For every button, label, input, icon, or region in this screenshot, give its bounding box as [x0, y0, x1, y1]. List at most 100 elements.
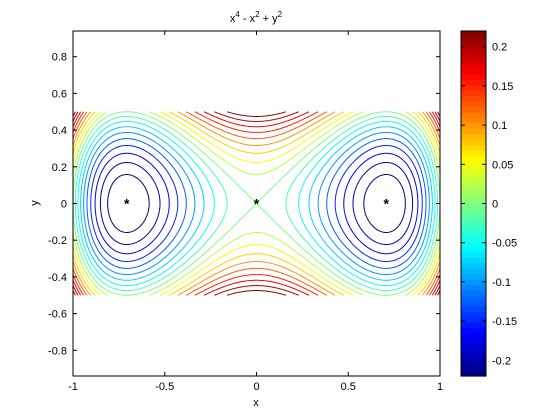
colorbar-segment [461, 235, 486, 242]
contour-level-3 [90, 144, 423, 263]
contour-level-8 [74, 115, 439, 292]
colorbar-segment [461, 359, 486, 366]
contour-level-0 [107, 174, 406, 233]
colorbar-segment [461, 79, 486, 86]
contour-level-11 [73, 111, 440, 296]
colorbar-segment [461, 316, 486, 323]
y-tick-label: 0.4 [52, 125, 67, 137]
colorbar-segment [461, 219, 486, 226]
contour-level-10 [73, 111, 440, 296]
chart-title: x4 - x2 + y2 [230, 10, 283, 25]
colorbar-segment [461, 117, 486, 124]
contour-level-16 [73, 111, 440, 296]
colorbar-segment [461, 122, 486, 129]
y-tick-label: -0.2 [48, 235, 67, 247]
colorbar-segment [461, 354, 486, 361]
colorbar-tick-label: -0.1 [492, 277, 511, 289]
colorbar-tick-label: 0.05 [492, 159, 513, 171]
y-tick-label: 0.2 [52, 162, 67, 174]
colorbar-segment [461, 284, 486, 291]
critical-point-0: * [124, 196, 130, 212]
colorbar-segment [461, 257, 486, 264]
x-tick-label: 0 [253, 381, 259, 393]
critical-point-2: * [384, 196, 390, 212]
contour-level-13 [73, 111, 440, 296]
colorbar-tick-label: -0.15 [492, 316, 517, 328]
colorbar-tick-label: 0 [492, 199, 498, 211]
colorbar-segment [461, 241, 486, 248]
colorbar-segment [461, 101, 486, 108]
x-axis-label: x [253, 397, 259, 409]
colorbar-segment [461, 311, 486, 318]
contour-level-12 [73, 111, 440, 296]
colorbar-tick-label: 0.1 [492, 120, 507, 132]
colorbar-segment [461, 144, 486, 151]
colorbar-segment [461, 322, 486, 329]
colorbar-segment [461, 192, 486, 199]
x-axis: -1 -0.5 0 0.5 1 [68, 31, 443, 393]
colorbar-tick-label: -0.05 [492, 238, 517, 250]
colorbar-segment [461, 41, 486, 48]
colorbar-segment [461, 36, 486, 43]
colorbar-segment [461, 74, 486, 81]
colorbar-segment [461, 47, 486, 54]
colorbar-segment [461, 165, 486, 172]
colorbar-segment [461, 138, 486, 145]
contour-level-9 [73, 111, 440, 296]
colorbar-segment [461, 171, 486, 178]
contour-level-15 [73, 111, 440, 296]
y-tick-label: 0.6 [52, 88, 67, 100]
colorbar-segment [461, 305, 486, 312]
colorbar-segment [461, 68, 486, 75]
colorbar-segment [461, 338, 486, 345]
y-tick-label: -0.4 [48, 272, 67, 284]
colorbar-segment [461, 52, 486, 59]
y-tick-label: 0 [61, 199, 67, 211]
contour-level-7 [77, 120, 436, 287]
colorbar-segment [461, 181, 486, 188]
colorbar-tick-label: -0.2 [492, 355, 511, 367]
critical-point-1: * [254, 196, 260, 212]
y-tick-label: -0.8 [48, 345, 67, 357]
colorbar-segment [461, 106, 486, 113]
colorbar-segment [461, 278, 486, 285]
colorbar-segment [461, 262, 486, 269]
colorbar-segment [461, 246, 486, 253]
colorbar-segment [461, 273, 486, 280]
colorbar-segment [461, 289, 486, 296]
contour-level-17 [73, 111, 440, 296]
y-axis-label: y [29, 200, 41, 206]
colorbar-segment [461, 225, 486, 232]
colorbar-segment [461, 327, 486, 334]
contour-lines [73, 111, 440, 296]
contour-level-6 [80, 126, 433, 281]
colorbar-segment [461, 268, 486, 275]
colorbar-segment [461, 63, 486, 70]
y-tick-label: -0.6 [48, 309, 67, 321]
contour-level-4 [86, 138, 427, 269]
colorbar-segment [461, 154, 486, 161]
y-axis: -0.8 -0.6 -0.4 -0.2 0 0.2 0.4 0.6 0.8 [48, 52, 440, 357]
colorbar-segment [461, 176, 486, 183]
y-tick-label: 0.8 [52, 52, 67, 64]
contour-level-18 [73, 111, 440, 296]
colorbar-segment [461, 187, 486, 194]
x-tick-label: -0.5 [155, 381, 174, 393]
colorbar-segment [461, 252, 486, 259]
contour-level-5 [83, 131, 430, 276]
colorbar-segment [461, 343, 486, 350]
colorbar-segment [461, 365, 486, 372]
colorbar-segment [461, 149, 486, 156]
contour-level-1 [99, 161, 414, 246]
colorbar-segment [461, 133, 486, 140]
colorbar-segment [461, 160, 486, 167]
colorbar-segment [461, 84, 486, 91]
colorbar: -0.2 -0.15 -0.1 -0.05 0 0.05 0.1 0.15 0.2 [460, 30, 517, 377]
x-tick-label: 1 [437, 381, 443, 393]
colorbar-segment [461, 370, 486, 377]
colorbar-segment [461, 128, 486, 135]
colorbar-segment [461, 90, 486, 97]
colorbar-segment [461, 230, 486, 237]
colorbar-segment [461, 57, 486, 64]
